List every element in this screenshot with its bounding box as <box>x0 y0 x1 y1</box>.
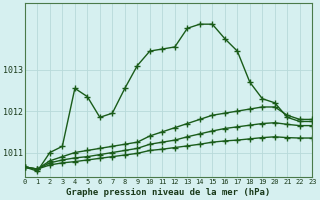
X-axis label: Graphe pression niveau de la mer (hPa): Graphe pression niveau de la mer (hPa) <box>67 188 271 197</box>
